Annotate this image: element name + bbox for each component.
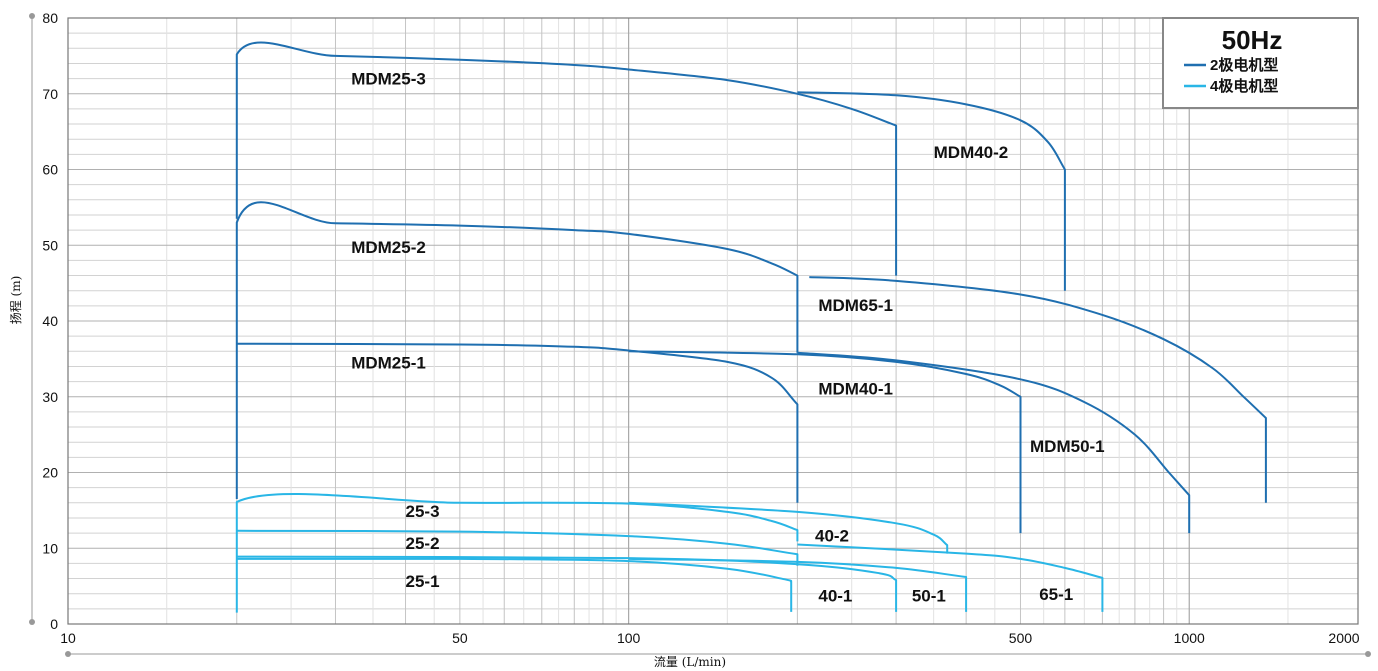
curve-40-2 bbox=[628, 501, 949, 554]
y-tick-label: 20 bbox=[42, 465, 58, 481]
x-tick-label: 100 bbox=[617, 630, 641, 646]
y-axis-end-dot bbox=[29, 619, 35, 625]
y-tick-label: 30 bbox=[42, 389, 58, 405]
curve-25-1 bbox=[236, 557, 793, 612]
curve-label-mdm40-1: MDM40-1 bbox=[818, 379, 893, 398]
y-tick-label: 70 bbox=[42, 86, 58, 102]
legend-label-2pole: 2极电机型 bbox=[1210, 56, 1278, 74]
y-tick-label: 60 bbox=[42, 162, 58, 178]
plot-frame bbox=[67, 17, 1359, 625]
curve-label-mdm25-3: MDM25-3 bbox=[351, 70, 426, 89]
curve-mdm65-1 bbox=[809, 276, 1267, 503]
y-axis-label: 扬程 (m) bbox=[8, 276, 23, 325]
curve-50-1 bbox=[628, 557, 968, 612]
x-tick-label: 500 bbox=[1009, 630, 1033, 646]
curve-25-3 bbox=[235, 493, 799, 613]
curve-label-mdm50-1: MDM50-1 bbox=[1030, 437, 1105, 456]
x-axis-end-dot bbox=[65, 651, 71, 657]
curve-mdm50-1 bbox=[797, 351, 1191, 534]
curve-label-40-1: 40-1 bbox=[818, 586, 852, 605]
curve-mdm25-2 bbox=[235, 201, 799, 499]
curve-mdm40-2 bbox=[797, 91, 1066, 291]
x-tick-label: 50 bbox=[452, 630, 468, 646]
curve-25-2 bbox=[236, 529, 799, 566]
curve-label-50-1: 50-1 bbox=[912, 586, 946, 605]
curve-label-40-2: 40-2 bbox=[815, 526, 849, 545]
curve-labels: MDM25-3 MDM40-2 MDM25-2 MDM65-1 MDM25-1 MDM40… bbox=[351, 70, 1104, 606]
curve-label-mdm65-1: MDM65-1 bbox=[818, 296, 893, 315]
legend-label-4pole: 4极电机型 bbox=[1210, 77, 1278, 95]
curve-mdm40-1 bbox=[628, 350, 1022, 534]
curve-label-25-2: 25-2 bbox=[406, 534, 440, 553]
y-tick-label: 0 bbox=[50, 616, 58, 632]
x-tick-label: 10 bbox=[60, 630, 76, 646]
y-tick-label: 50 bbox=[42, 237, 58, 253]
curve-label-25-1: 25-1 bbox=[406, 572, 440, 591]
y-tick-label: 40 bbox=[42, 313, 58, 329]
x-axis-end-dot bbox=[1365, 651, 1371, 657]
curve-label-25-3: 25-3 bbox=[406, 502, 440, 521]
curve-65-1 bbox=[797, 543, 1104, 612]
curve-mdm25-3 bbox=[235, 41, 898, 276]
curve-label-65-1: 65-1 bbox=[1039, 585, 1073, 604]
legend-box bbox=[1162, 17, 1359, 109]
legend: 50Hz 2极电机型 4极电机型 bbox=[1162, 17, 1359, 109]
curve-mdm25-1 bbox=[236, 342, 799, 503]
x-tick-label: 2000 bbox=[1328, 630, 1359, 646]
curve-label-mdm40-2: MDM40-2 bbox=[934, 143, 1009, 162]
y-axis-end-dot bbox=[29, 13, 35, 19]
x-axis-label: 流量 (L/min) bbox=[654, 655, 726, 669]
legend-title: 50Hz bbox=[1222, 25, 1283, 55]
axes bbox=[29, 13, 1371, 657]
y-tick-label: 80 bbox=[42, 10, 58, 26]
performance-curves bbox=[235, 41, 1267, 613]
y-tick-label: 10 bbox=[42, 540, 58, 556]
curve-label-mdm25-1: MDM25-1 bbox=[351, 354, 426, 373]
minor-grid bbox=[68, 18, 1358, 624]
curve-label-mdm25-2: MDM25-2 bbox=[351, 238, 426, 257]
x-tick-label: 1000 bbox=[1174, 630, 1205, 646]
